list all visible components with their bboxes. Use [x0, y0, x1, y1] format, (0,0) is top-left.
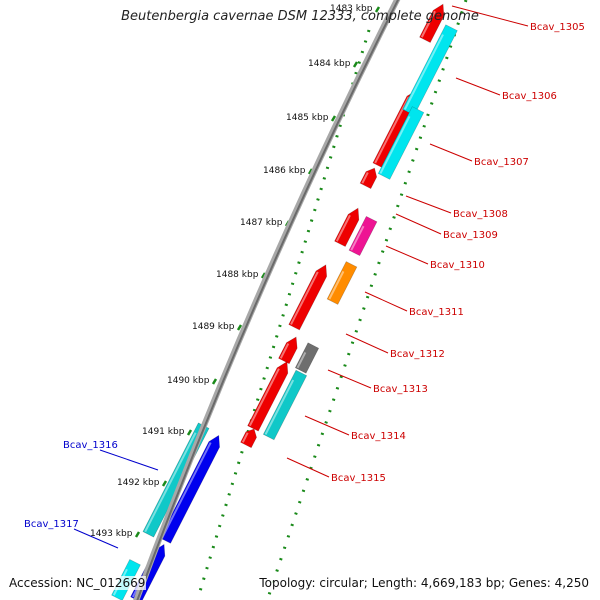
gene-label: Bcav_1309	[443, 230, 498, 241]
genome-summary-text: Topology: circular; Length: 4,669,183 bp…	[258, 576, 590, 590]
feature-layer	[111, 3, 458, 600]
gene-leader-line	[451, 5, 529, 27]
gene-leader-line	[395, 213, 442, 235]
gene-leader-line	[429, 143, 473, 162]
tick-mark	[260, 272, 267, 279]
tick-mark	[134, 531, 141, 538]
gene-label: Bcav_1312	[390, 349, 445, 360]
gene-leader-line	[455, 77, 501, 96]
tick-label: 1486 kbp	[263, 166, 306, 176]
tick-label: 1484 kbp	[308, 59, 351, 69]
gene-bar-bcav-1311-inner	[326, 261, 358, 305]
gene-label: Bcav_1305	[530, 22, 585, 33]
tick-label: 1489 kbp	[192, 322, 235, 332]
accession-text: Accession: NC_012669	[8, 576, 147, 590]
gene-leader-line	[304, 415, 350, 436]
tick-label: 1483 kbp	[330, 4, 373, 14]
gene-leader-line	[385, 245, 429, 265]
gene-leader-line	[286, 457, 330, 478]
gene-arrow-bcav-1312	[278, 336, 298, 365]
gene-leader-line	[345, 333, 389, 354]
tick-mark	[236, 324, 243, 331]
gene-arrow-bcav-1310	[288, 264, 328, 331]
gene-label: Bcav_1310	[430, 260, 485, 271]
gene-arrow-bcav-1307	[359, 167, 378, 190]
tick-mark	[352, 61, 359, 68]
tick-mark	[374, 6, 381, 13]
gene-leader-line	[99, 449, 159, 471]
gene-arrow-bcav-1313	[247, 361, 289, 432]
gene-bar-bcav-1309-inner	[348, 215, 378, 257]
gene-arrow-bcav-1316	[159, 434, 220, 544]
gene-label: Bcav_1307	[474, 157, 529, 168]
gene-leader-line	[405, 195, 452, 214]
gene-bar-bcav-1313-inner	[294, 342, 320, 374]
tick-mark	[330, 115, 337, 122]
tick-label: 1493 kbp	[90, 529, 133, 539]
backbone-arc-edge	[136, 0, 400, 600]
tick-mark	[186, 429, 193, 436]
gene-label: Bcav_1317	[24, 519, 79, 530]
gene-bar-bcav-1306-inner	[377, 106, 425, 180]
gene-arrow-bcav-1315	[240, 428, 257, 449]
tick-label: 1490 kbp	[167, 376, 210, 386]
label-layer: Bcav_1305 Bcav_1306 Bcav_1307 Bcav_1308 Bcav…	[24, 5, 585, 549]
gene-label: Bcav_1313	[373, 384, 428, 395]
tick-layer: 1483 kbp 1484 kbp 1485 kbp 1486 kbp 1487 kbp…	[90, 0, 468, 599]
tick-mark	[307, 168, 314, 175]
tick-label: 1485 kbp	[286, 113, 329, 123]
gene-label: Bcav_1315	[331, 473, 386, 484]
gene-arrow-bcav-1305	[419, 3, 445, 43]
gene-label: Bcav_1306	[502, 91, 557, 102]
tick-label: 1487 kbp	[240, 218, 283, 228]
gene-bar-bcav-1314-inner	[262, 369, 308, 441]
tick-mark	[211, 378, 218, 385]
gene-label: Bcav_1314	[351, 431, 406, 442]
gene-leader-line	[327, 369, 372, 389]
gene-label: Bcav_1311	[409, 307, 464, 318]
backbone-layer	[133, 0, 401, 600]
map-title: Beutenbergia cavernae DSM 12333, complet…	[121, 9, 479, 24]
gene-label: Bcav_1308	[453, 209, 508, 220]
gene-leader-line	[364, 291, 408, 312]
tick-label: 1488 kbp	[216, 270, 259, 280]
gene-label: Bcav_1316	[63, 440, 118, 451]
inner-tick-track	[266, 0, 468, 599]
gene-leader-line	[73, 528, 119, 549]
tick-label: 1491 kbp	[142, 427, 185, 437]
tick-mark	[161, 480, 168, 487]
tick-label: 1492 kbp	[117, 478, 160, 488]
gene-arrow-bcav-1309	[334, 207, 360, 247]
